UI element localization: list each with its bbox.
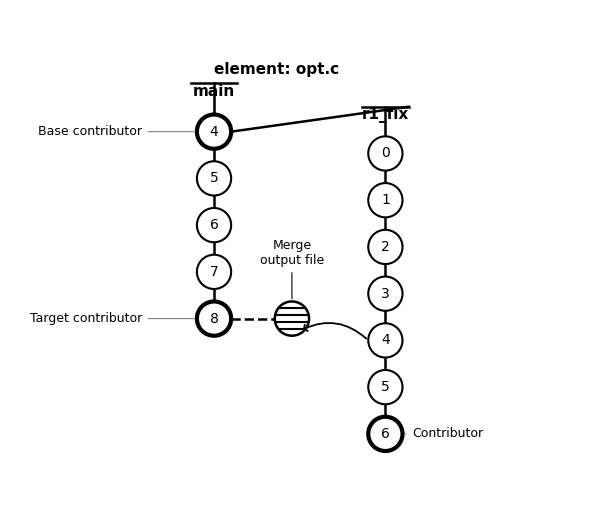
- Circle shape: [368, 277, 403, 311]
- Circle shape: [197, 301, 231, 336]
- Circle shape: [197, 208, 231, 242]
- Text: 4: 4: [209, 125, 218, 139]
- Circle shape: [368, 370, 403, 404]
- Circle shape: [197, 255, 231, 289]
- Circle shape: [368, 417, 403, 451]
- Text: Merge
output file: Merge output file: [260, 239, 324, 299]
- Text: Target contributor: Target contributor: [30, 312, 194, 325]
- Text: Contributor: Contributor: [405, 427, 483, 440]
- Text: 6: 6: [209, 218, 218, 232]
- Circle shape: [197, 161, 231, 196]
- Text: 2: 2: [381, 240, 390, 254]
- Text: element: opt.c: element: opt.c: [214, 62, 339, 77]
- Text: main: main: [193, 84, 235, 99]
- Text: 0: 0: [381, 146, 390, 160]
- Circle shape: [368, 323, 403, 358]
- Text: 8: 8: [209, 311, 218, 326]
- Text: 5: 5: [209, 171, 218, 185]
- Circle shape: [368, 230, 403, 264]
- Text: 1: 1: [381, 193, 390, 207]
- Text: 7: 7: [209, 265, 218, 279]
- Circle shape: [368, 183, 403, 217]
- Circle shape: [197, 115, 231, 149]
- Text: Base contributor: Base contributor: [38, 125, 194, 138]
- Text: 6: 6: [381, 427, 390, 441]
- Text: r1_fix: r1_fix: [362, 107, 409, 123]
- Text: 3: 3: [381, 287, 390, 301]
- Circle shape: [368, 136, 403, 170]
- Circle shape: [275, 301, 309, 336]
- Text: 4: 4: [381, 333, 390, 347]
- Text: 5: 5: [381, 380, 390, 394]
